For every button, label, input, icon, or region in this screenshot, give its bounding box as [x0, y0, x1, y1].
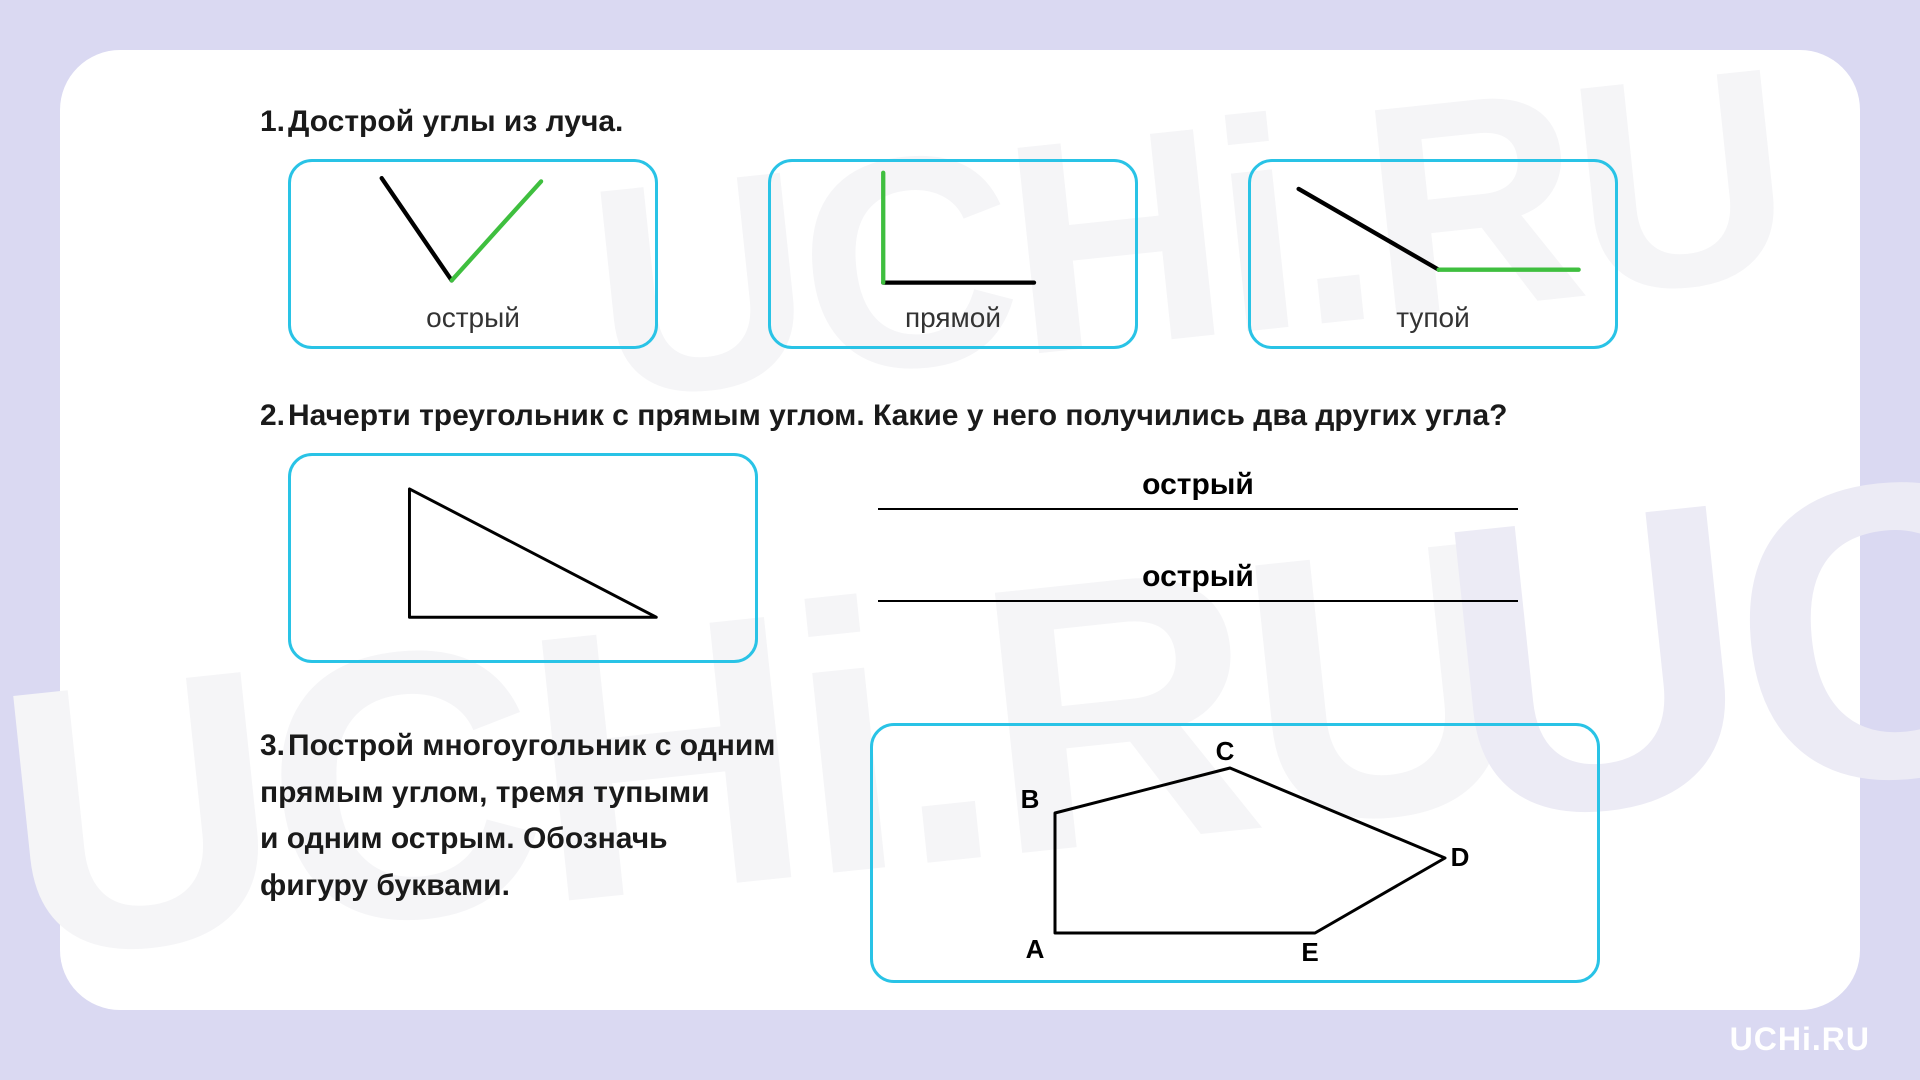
task2-answers: острый острый	[878, 453, 1518, 602]
task3-row: 3.Построй многоугольник с одним прямым у…	[260, 723, 1720, 983]
task3-line1: Построй многоугольник с одним	[288, 729, 776, 762]
acute-label: острый	[426, 302, 520, 334]
svg-text:D: D	[1451, 842, 1470, 872]
right-label: прямой	[905, 302, 1001, 334]
task1-number: 1.	[260, 105, 288, 139]
task2-row: острый острый	[288, 453, 1720, 663]
polygon-box: A B C D E	[870, 723, 1600, 983]
right-angle-icon	[754, 162, 1152, 302]
svg-text:A: A	[1026, 934, 1045, 964]
task3-line2: прямым углом, тремя тупыми	[260, 776, 710, 809]
footer-logo: UCHi.RU	[1730, 1021, 1870, 1058]
triangle-box	[288, 453, 758, 663]
right-triangle-icon	[291, 463, 755, 653]
svg-text:E: E	[1301, 937, 1318, 967]
task1-title: Дострой углы из луча.	[288, 105, 623, 139]
worksheet-card: UCHi.RU UCHi.RU UCHi.RU 1. Дострой углы …	[60, 50, 1860, 1010]
angle-box-obtuse: тупой	[1248, 159, 1618, 349]
acute-angle-icon	[274, 162, 672, 302]
task2-heading: 2. Начерти треугольник с прямым углом. К…	[260, 399, 1720, 433]
task3-line4: фигуру буквами.	[260, 869, 510, 902]
pentagon-icon: A B C D E	[885, 733, 1585, 973]
task3-line3: и одним острым. Обозначь	[260, 822, 668, 855]
task1-boxes: острый прямой тупой	[288, 159, 1720, 349]
angle-box-acute: острый	[288, 159, 658, 349]
answer-line-2: острый	[878, 560, 1518, 602]
obtuse-angle-icon	[1234, 162, 1632, 302]
obtuse-label: тупой	[1396, 302, 1470, 334]
task1-heading: 1. Дострой углы из луча.	[260, 105, 1720, 139]
task2-number: 2.	[260, 399, 288, 433]
task3-heading: 3.Построй многоугольник с одним прямым у…	[260, 723, 800, 909]
task3-number: 3.	[260, 723, 288, 770]
answer-line-1: острый	[878, 468, 1518, 510]
svg-text:B: B	[1021, 784, 1040, 814]
svg-text:C: C	[1216, 736, 1235, 766]
task2-title: Начерти треугольник с прямым углом. Каки…	[288, 399, 1508, 433]
content-area: 1. Дострой углы из луча. острый прямой	[260, 105, 1720, 983]
angle-box-right: прямой	[768, 159, 1138, 349]
